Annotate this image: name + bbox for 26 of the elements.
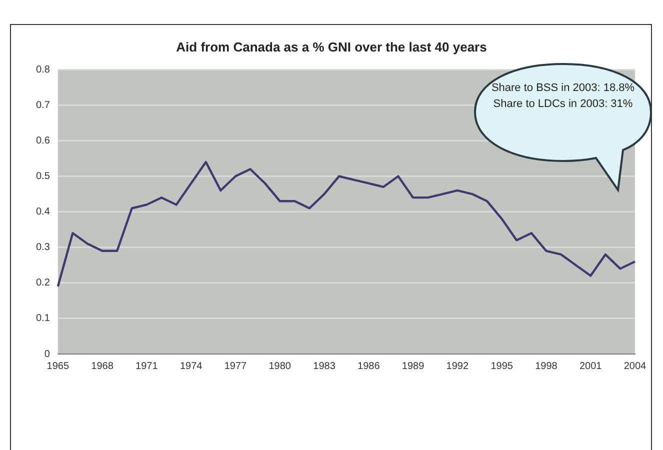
x-tick-label: 1977 — [224, 360, 248, 372]
y-tick-label: 0.4 — [36, 206, 50, 218]
x-tick-label: 1986 — [358, 360, 380, 372]
x-tick-label: 1965 — [46, 360, 70, 372]
x-tick-label: 1974 — [180, 360, 203, 372]
annotation: Share to LDCs in 2003: 31% — [492, 97, 634, 112]
y-tick-label: 0.3 — [36, 242, 50, 254]
x-tick-label: 1998 — [535, 360, 558, 372]
y-tick-label: 0.1 — [36, 313, 50, 324]
x-tick-label: 1968 — [91, 360, 114, 372]
x-tick-label: 2001 — [579, 360, 602, 372]
y-tick-label: 0.8 — [36, 64, 50, 76]
x-tick-label: 1989 — [402, 360, 425, 372]
x-tick-label: 1983 — [313, 360, 336, 372]
annotation: Share to BSS in 2003: 18.8% — [490, 81, 636, 96]
x-tick-label: 1980 — [268, 360, 292, 372]
chart-title: Aid from Canada as a % GNI over the last 40 years — [176, 39, 487, 54]
y-tick-label: 0 — [44, 348, 50, 360]
y-tick-label: 0.2 — [36, 278, 50, 289]
y-tick-label: 0.5 — [36, 171, 50, 182]
x-tick-label: 1971 — [136, 360, 158, 372]
x-tick-label: 1992 — [446, 360, 469, 372]
y-tick-label: 0.6 — [36, 135, 50, 146]
x-tick-label: 1995 — [490, 360, 514, 372]
x-tick-label: 2004 — [624, 360, 647, 372]
y-tick-label: 0.7 — [36, 100, 50, 111]
